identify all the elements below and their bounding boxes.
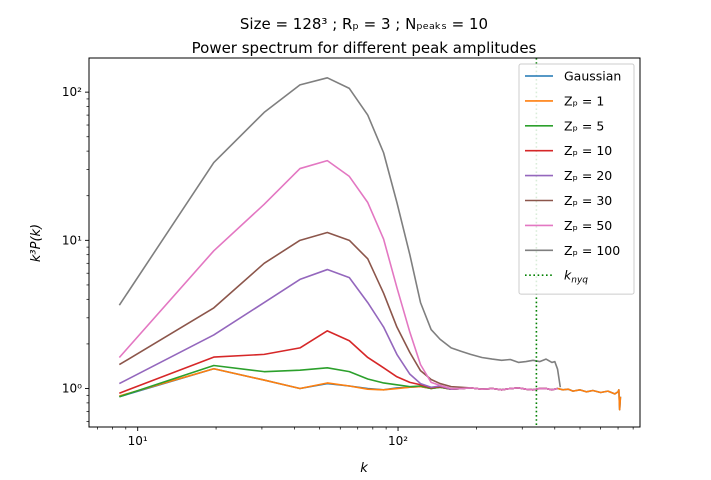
x-tick-label: 10² (388, 434, 408, 448)
series-7-line (118, 76, 562, 388)
legend-label: Zₚ = 50 (564, 218, 612, 233)
series-4-line (118, 268, 558, 391)
plot-frame (88, 57, 641, 428)
legend-label: knyq (564, 268, 588, 286)
y-tick-label: 10² (62, 85, 82, 99)
legend-label: Zₚ = 1 (564, 93, 604, 108)
legend-label: Zₚ = 5 (564, 118, 604, 133)
legend: Gaussian Zₚ = 1 Zₚ = 5 Zₚ = 10 Zₚ = 20 Zₚ = 3… (518, 63, 635, 295)
legend-label: Zₚ = 20 (564, 168, 612, 183)
chart-title-line2: Power spectrum for different peak amplit… (192, 39, 537, 57)
chart-title-line1: Size = 128³ ; Rₚ = 3 ; Nₚₑₐₖₛ = 10 (240, 15, 488, 33)
series-5-line (118, 231, 558, 391)
series-layer (118, 58, 622, 427)
legend-box (518, 63, 635, 295)
x-tick-label: 10¹ (128, 434, 148, 448)
x-axis-label: k (360, 461, 368, 476)
legend-label: Gaussian (564, 69, 621, 84)
series-2-line (119, 364, 558, 398)
series-6-line (118, 159, 558, 391)
y-tick-label: 10¹ (62, 233, 82, 247)
legend-label: Zₚ = 100 (564, 243, 620, 258)
legend-label: Zₚ = 30 (564, 193, 612, 208)
ticks-layer: 10¹ 10² 10⁰ 10¹ 10² (62, 85, 634, 448)
y-axis-label: k³P(k) (29, 224, 44, 262)
y-tick-label: 10⁰ (62, 382, 82, 396)
legend-label: Zₚ = 10 (564, 143, 612, 158)
